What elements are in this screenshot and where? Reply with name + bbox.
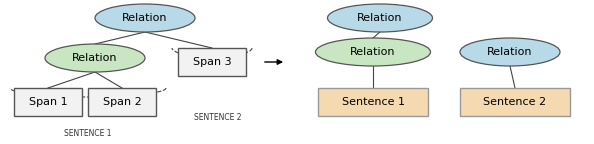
Ellipse shape — [327, 4, 432, 32]
Bar — [318, 88, 428, 116]
Text: SENTENCE 2: SENTENCE 2 — [194, 113, 242, 123]
Text: Relation: Relation — [350, 47, 396, 57]
Text: Relation: Relation — [72, 53, 118, 63]
Text: Relation: Relation — [122, 13, 168, 23]
Ellipse shape — [95, 4, 195, 32]
Text: Sentence 2: Sentence 2 — [484, 97, 546, 107]
Bar — [178, 48, 246, 76]
Ellipse shape — [45, 44, 145, 72]
Text: Sentence 1: Sentence 1 — [342, 97, 405, 107]
Text: Span 1: Span 1 — [29, 97, 67, 107]
Ellipse shape — [315, 38, 431, 66]
Text: Span 3: Span 3 — [192, 57, 231, 67]
Bar — [460, 88, 570, 116]
Text: SENTENCE 1: SENTENCE 1 — [64, 129, 112, 139]
Bar — [88, 88, 156, 116]
Text: Span 2: Span 2 — [103, 97, 141, 107]
Text: Relation: Relation — [487, 47, 533, 57]
Text: Relation: Relation — [357, 13, 403, 23]
Bar — [14, 88, 82, 116]
Ellipse shape — [460, 38, 560, 66]
